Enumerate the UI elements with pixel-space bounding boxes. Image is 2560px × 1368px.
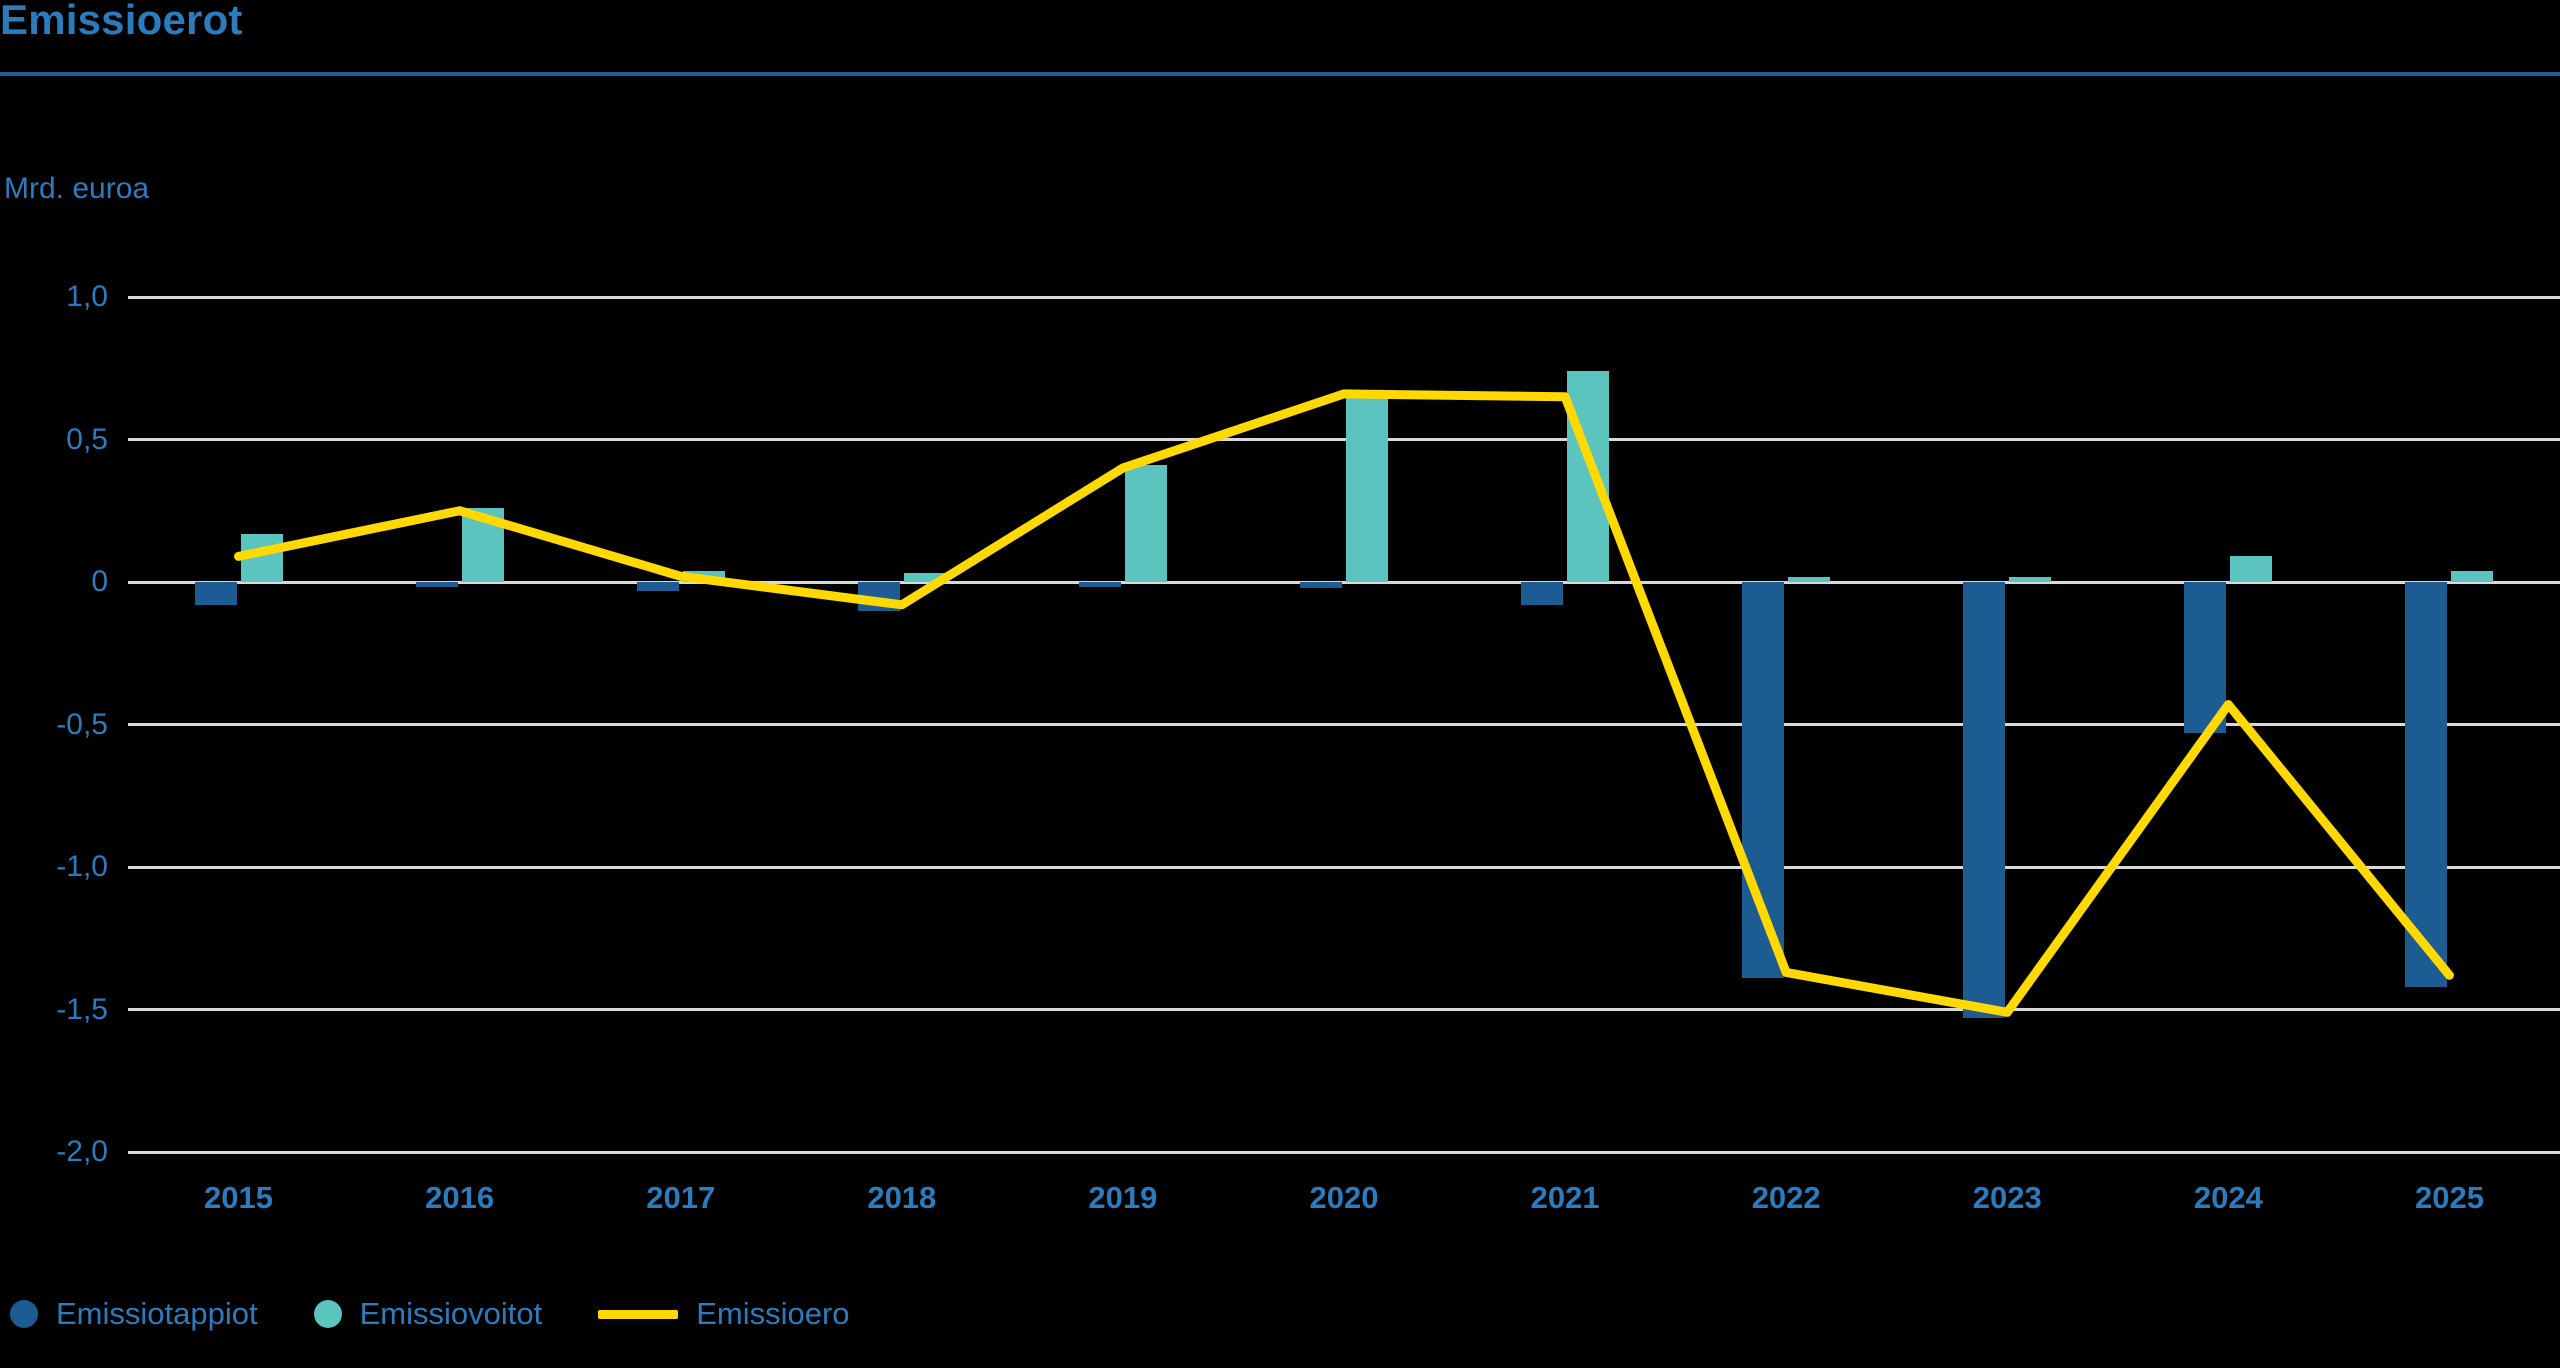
x-axis-tick-label: 2017 — [646, 1180, 716, 1215]
bar-losses — [1300, 582, 1342, 588]
bar-gains — [2451, 570, 2494, 582]
x-axis-tick-label: 2020 — [1309, 1180, 1379, 1215]
legend-line-difference — [598, 1309, 679, 1319]
plot-area: 1,0 0,5 0 -0,5 -1,0 -1,5 -2,0 — [56, 280, 2560, 1168]
bar-gains — [2009, 577, 2052, 582]
title-divider — [0, 72, 2560, 76]
zero-line — [128, 580, 2560, 584]
y-axis-tick-label: 1,0 — [66, 280, 108, 313]
gridline — [128, 438, 2560, 441]
x-axis-tick-label: 2022 — [1751, 1180, 1821, 1215]
x-axis-tick-label: 2016 — [425, 1180, 495, 1215]
legend-label-losses: Emissiotappiot — [56, 1296, 258, 1331]
legend-dot-losses — [10, 1300, 38, 1328]
y-axis-tick-label: 0,5 — [66, 422, 108, 456]
chart-legend: Emissiotappiot Emissiovoitot Emissioero — [10, 1296, 906, 1332]
y-axis-tick-label: -2,0 — [56, 1135, 108, 1168]
y-axis-tick-label: 0 — [91, 565, 108, 598]
legend-label-gains: Emissiovoitot — [359, 1296, 543, 1331]
x-axis-tick-label: 2025 — [2414, 1180, 2484, 1215]
x-axis-tick-label: 2021 — [1530, 1180, 1600, 1215]
bar-losses — [1521, 582, 1564, 605]
gridline — [128, 1008, 2560, 1011]
bar-gains — [903, 573, 946, 582]
bar-losses — [194, 582, 237, 605]
legend-label-difference: Emissioero — [696, 1296, 850, 1331]
page-title: Emissioerot — [0, 0, 243, 43]
legend-item-gains: Emissiovoitot — [313, 1296, 543, 1332]
bar-gains — [1567, 371, 1610, 582]
bar-losses — [2405, 582, 2448, 987]
y-axis-tick-label: -1,0 — [56, 850, 108, 883]
y-axis-tick-label: -0,5 — [56, 707, 108, 741]
bar-losses — [415, 582, 458, 587]
bar-losses — [636, 582, 679, 591]
gridline — [128, 1150, 2560, 1154]
legend-dot-gains — [313, 1300, 342, 1328]
x-axis-tick-label: 2024 — [2193, 1180, 2263, 1215]
bar-gains — [2230, 556, 2273, 582]
x-axis-tick-label: 2018 — [867, 1180, 937, 1215]
gridline — [128, 295, 2560, 299]
difference-line — [234, 389, 2454, 1017]
x-axis-tick-label: 2019 — [1088, 1180, 1158, 1215]
y-axis-tick-label: -1,5 — [56, 992, 108, 1026]
bar-losses — [1963, 582, 2006, 1019]
bar-losses — [2184, 582, 2227, 734]
gridline — [128, 865, 2560, 869]
legend-item-difference: Emissioero — [598, 1296, 850, 1332]
line-emissioero — [234, 389, 2454, 1017]
y-axis-unit-label: Mrd. euroa — [4, 172, 150, 205]
bar-gains — [1124, 465, 1167, 582]
x-axis-tick-label: 2015 — [204, 1180, 274, 1215]
bar-losses — [1078, 582, 1121, 587]
bar-gains — [1346, 391, 1388, 582]
bar-gains — [1788, 577, 1831, 582]
legend-item-losses: Emissiotappiot — [10, 1296, 258, 1332]
x-axis-tick-label: 2023 — [1972, 1180, 2042, 1215]
gridline — [128, 723, 2560, 726]
